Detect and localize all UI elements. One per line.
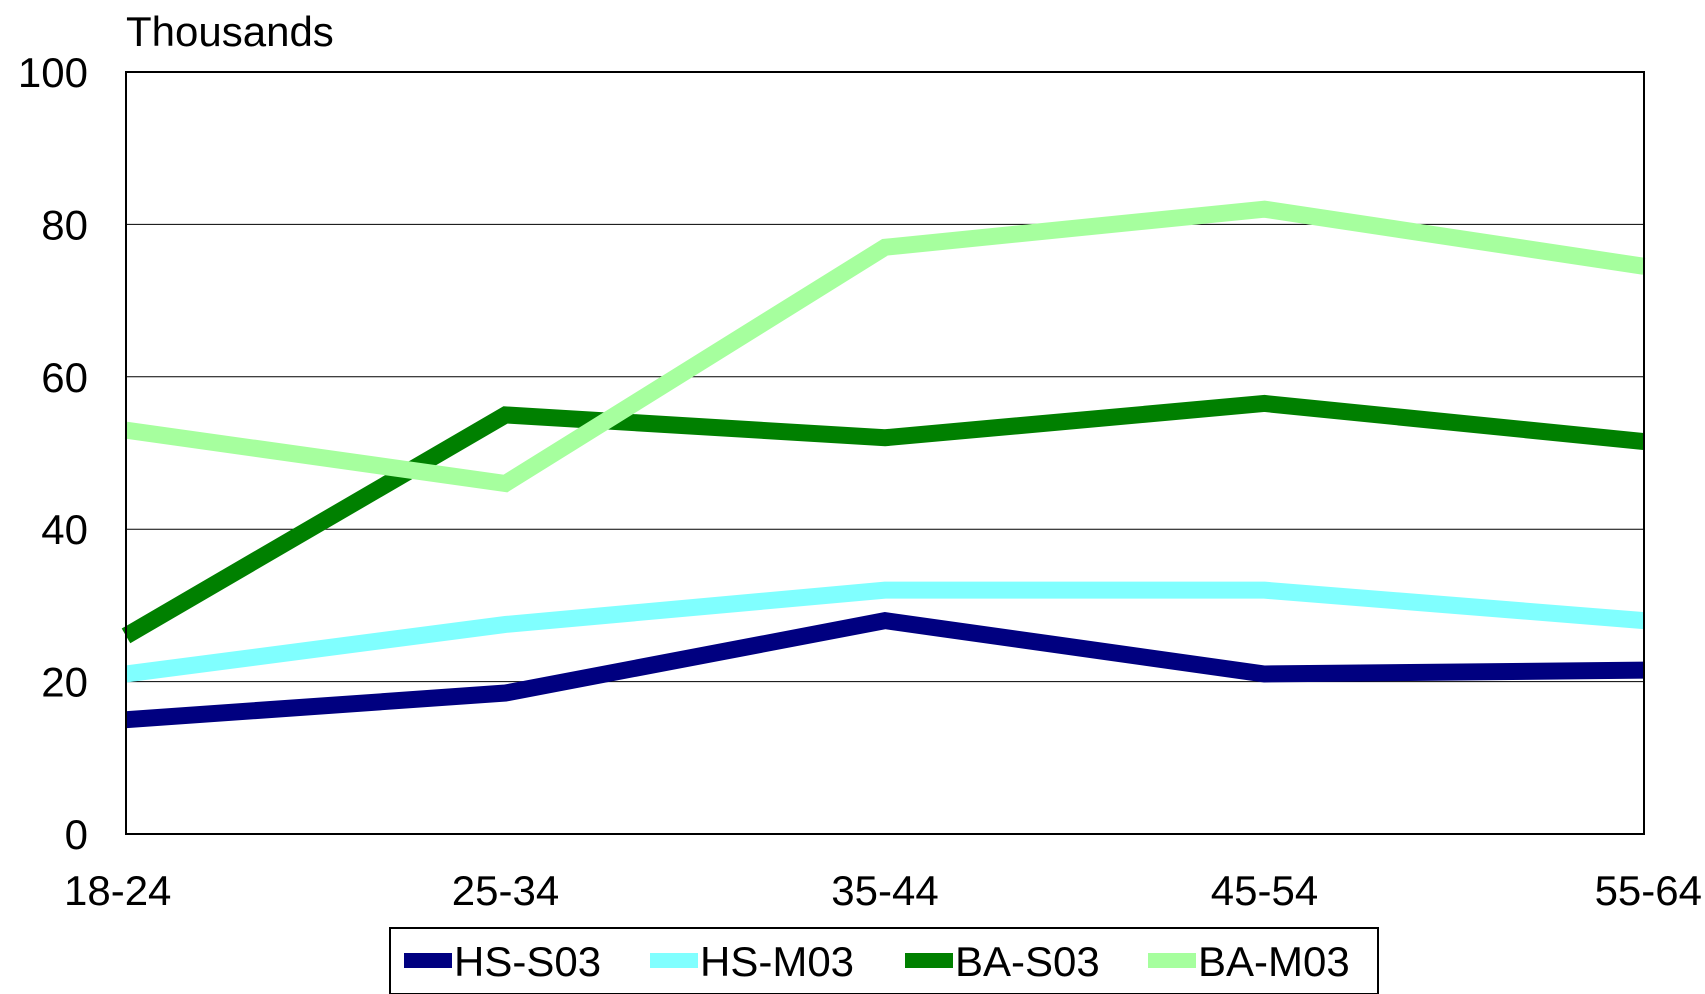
legend-swatch	[650, 953, 698, 968]
series-layer	[121, 200, 1646, 729]
x-tick-label: 35-44	[831, 867, 938, 914]
legend-swatch	[905, 953, 953, 968]
series-line-ba-m03	[124, 200, 1646, 493]
y-axis: 0 20 40 60 80 100	[18, 49, 88, 858]
legend-label: HS-S03	[454, 938, 601, 985]
x-axis: 18-24 25-34 35-44 45-54 55-64	[64, 867, 1702, 914]
unit-label: Thousands	[126, 8, 334, 55]
legend-frame	[389, 927, 1379, 994]
y-tick-label: 20	[41, 659, 88, 706]
y-tick-label: 0	[65, 811, 88, 858]
y-tick-label: 40	[41, 506, 88, 553]
legend-swatch	[404, 953, 452, 968]
series-line-hs-s03	[125, 612, 1645, 729]
series-line-ba-s03	[121, 394, 1645, 644]
y-tick-label: 60	[41, 354, 88, 401]
legend-label: HS-M03	[700, 938, 854, 985]
y-tick-label: 80	[41, 201, 88, 248]
legend-swatch	[1148, 953, 1196, 968]
plot-area	[125, 71, 1645, 835]
x-tick-label: 18-24	[64, 867, 171, 914]
y-tick-label: 100	[18, 49, 88, 96]
legend-label: BA-M03	[1198, 938, 1350, 985]
x-tick-label: 55-64	[1595, 867, 1702, 914]
legend-label: BA-S03	[955, 938, 1100, 985]
series-line-hs-m03	[124, 581, 1645, 683]
legend: HS-S03 HS-M03 BA-S03 BA-M03	[389, 927, 1379, 994]
x-tick-label: 25-34	[452, 867, 559, 914]
x-tick-label: 45-54	[1211, 867, 1318, 914]
